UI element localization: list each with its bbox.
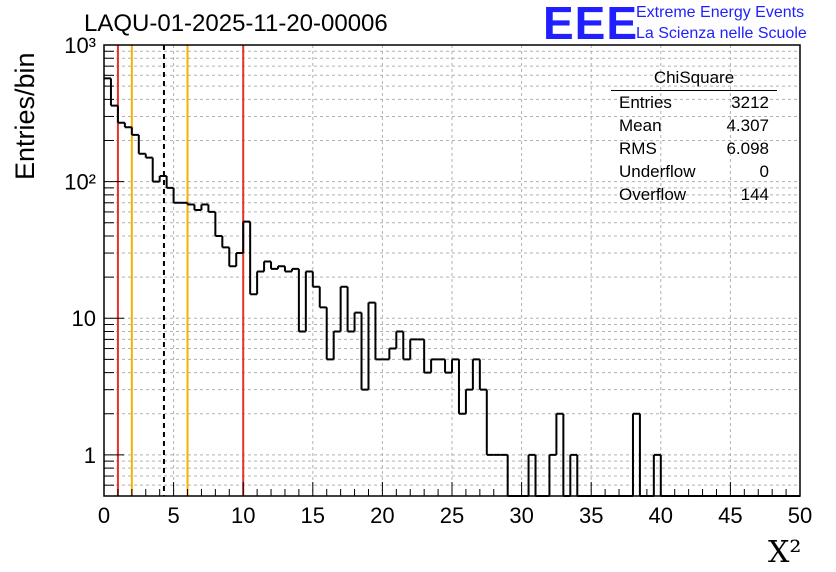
histogram-bin: [402, 331, 411, 361]
stats-title: ChiSquare: [611, 68, 777, 91]
histogram-bin: [207, 204, 216, 213]
y-tick-label: 1: [84, 443, 96, 468]
stats-row-entries: Entries 3212: [611, 93, 777, 116]
histogram-bin: [555, 412, 564, 455]
stats-label: Overflow: [619, 185, 687, 204]
histogram-bin: [193, 204, 202, 211]
x-tick-label: 40: [649, 503, 673, 528]
histogram-bin: [144, 153, 153, 159]
histogram-bin: [444, 359, 452, 374]
histogram-bin: [451, 358, 459, 373]
histogram-bin: [325, 307, 334, 361]
y-tick-label: 10²: [64, 170, 96, 195]
histogram-bin: [109, 78, 118, 107]
x-tick-label: 10: [231, 503, 255, 528]
x-tick-label: 25: [440, 503, 464, 528]
histogram-bin: [457, 359, 466, 415]
histogram-bin: [228, 247, 237, 268]
histogram-bin: [360, 312, 369, 391]
x-tick-label: 45: [718, 503, 742, 528]
histogram-bin: [485, 389, 494, 456]
histogram-bin: [339, 285, 348, 332]
stats-row-underflow: Underflow 0: [611, 162, 777, 185]
histogram-bin: [242, 220, 251, 254]
stats-row-overflow: Overflow 144: [611, 185, 777, 208]
histogram-bin: [318, 286, 327, 309]
histogram-bin: [221, 235, 230, 249]
stats-value: 0: [759, 162, 769, 181]
histogram-bin: [165, 175, 174, 189]
stats-value: 144: [740, 185, 769, 204]
logo-line-1: Extreme Energy Events: [636, 4, 805, 21]
y-tick-label: 10: [72, 306, 96, 331]
histogram-bin: [151, 157, 160, 183]
histogram-bin: [388, 347, 397, 360]
histogram-bin: [270, 261, 278, 270]
x-tick-label: 15: [301, 503, 325, 528]
x-tick-label: 50: [788, 503, 812, 528]
histogram-bin: [346, 286, 355, 333]
histogram-bin: [374, 302, 383, 361]
plot-title: LAQU-01-2025-11-20-00006: [84, 10, 388, 37]
x-axis-label: X²: [768, 535, 802, 570]
stats-value: 3212: [731, 93, 769, 112]
stats-label: Mean: [619, 116, 662, 135]
x-tick-label: 5: [167, 503, 179, 528]
histogram-bin: [464, 388, 473, 414]
histogram-bin: [137, 134, 146, 155]
stats-value: 4.307: [726, 116, 769, 135]
histogram-bin: [409, 338, 418, 360]
histogram-bin: [290, 267, 299, 272]
histogram-bin: [130, 127, 139, 136]
stats-row-rms: RMS 6.098: [611, 139, 777, 162]
axis-ticks: 0 5 10 15 20 25 30 35 40 45 50 1 10 10² 10³: [64, 33, 812, 528]
histogram-bin: [172, 187, 181, 204]
stats-label: RMS: [619, 139, 657, 158]
stats-value: 6.098: [726, 139, 769, 158]
stats-label: Underflow: [619, 162, 696, 181]
stats-box: ChiSquare Entries 3212 Mean 4.307 RMS 6.…: [611, 68, 777, 208]
histogram-bin: [214, 211, 223, 237]
histogram-bin: [256, 270, 265, 295]
histogram-bin: [478, 359, 487, 391]
x-tick-label: 35: [579, 503, 603, 528]
histogram-bin: [311, 271, 320, 288]
histogram-bin: [367, 301, 376, 390]
logo-line-2: La Scienza nelle Scuole: [636, 25, 807, 42]
histogram-bin: [116, 105, 125, 124]
histogram-bin: [235, 252, 244, 267]
histogram-bin: [652, 453, 661, 496]
histogram-bin: [332, 330, 341, 360]
histogram-bin: [283, 266, 292, 273]
y-tick-label: 10³: [64, 33, 96, 58]
y-axis-label: Entries/bin: [10, 52, 40, 180]
histogram-bin: [304, 270, 313, 332]
histogram-bin: [569, 453, 578, 496]
reference-lines: [116, 45, 245, 496]
x-tick-label: 20: [370, 503, 394, 528]
histogram-bin: [353, 311, 362, 332]
histogram-bin: [631, 412, 640, 496]
histogram-bin: [423, 339, 432, 374]
histogram-bin: [263, 260, 272, 272]
histogram-bin: [186, 202, 195, 206]
histogram-bin: [297, 268, 306, 333]
histogram-bin: [158, 174, 167, 182]
histogram-bin: [527, 453, 536, 496]
histogram-bin: [123, 122, 132, 129]
eee-logo: EEE: [543, 0, 639, 49]
histogram-bin: [471, 358, 480, 390]
stats-label: Entries: [619, 93, 672, 112]
x-tick-label: 0: [98, 503, 110, 528]
histogram-bin: [430, 358, 439, 373]
histogram-bin: [277, 265, 285, 269]
x-tick-label: 30: [509, 503, 533, 528]
histogram-bin: [249, 221, 258, 296]
histogram-bin: [200, 203, 209, 210]
histogram-bin: [395, 330, 404, 349]
stats-row-mean: Mean 4.307: [611, 116, 777, 139]
